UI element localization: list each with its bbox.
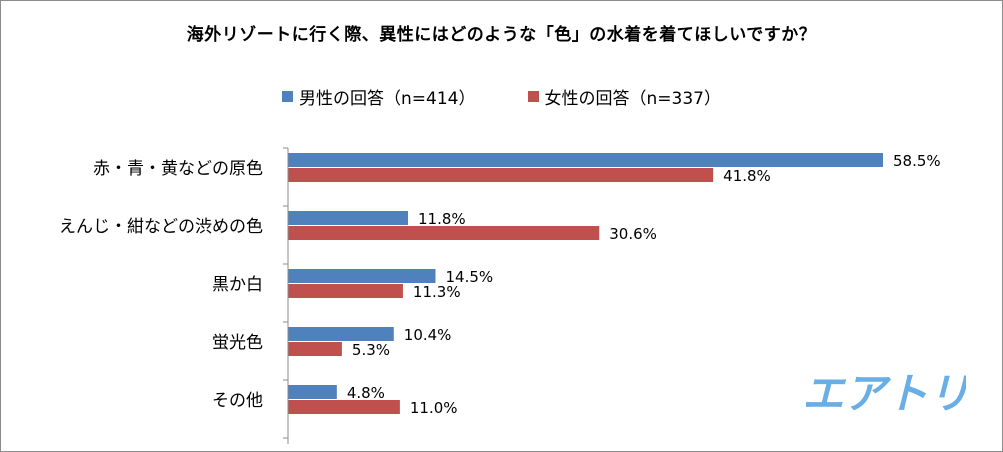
data-label: 58.5% <box>893 152 941 170</box>
bar-male <box>288 153 884 167</box>
bar-male <box>288 385 337 399</box>
data-label: 30.6% <box>609 225 657 243</box>
data-label: 10.4% <box>404 326 452 344</box>
data-label: 41.8% <box>723 167 771 185</box>
airtrip-logo-text: エアトリ <box>806 369 966 418</box>
legend-swatch-female <box>527 91 539 102</box>
category-label: その他 <box>212 391 263 411</box>
bar-male <box>288 269 436 283</box>
legend-label-male: 男性の回答（n=414） <box>299 89 476 109</box>
category-label: 蛍光色 <box>212 333 263 353</box>
legend-swatch-male <box>282 91 294 102</box>
category-label: 黒か白 <box>212 275 263 295</box>
bar-female <box>288 342 342 356</box>
data-label: 4.8% <box>347 384 385 402</box>
bar-male <box>288 211 409 225</box>
legend-item-female: 女性の回答（n=337） <box>527 84 721 109</box>
bar-female <box>288 168 714 182</box>
airtrip-logo: エアトリ <box>806 369 966 418</box>
legend-label-female: 女性の回答（n=337） <box>544 89 721 109</box>
data-label: 14.5% <box>445 268 493 286</box>
category-label: えんじ・紺などの渋めの色 <box>59 217 263 237</box>
bar-female <box>288 400 400 414</box>
chart-legend: 男性の回答（n=414） 女性の回答（n=337） <box>0 84 1003 109</box>
bar-female <box>288 226 600 240</box>
legend-item-male: 男性の回答（n=414） <box>282 84 476 109</box>
bar-female <box>288 284 403 298</box>
category-label: 赤・青・黄などの原色 <box>93 159 263 179</box>
data-label: 11.0% <box>410 399 458 417</box>
bar-male <box>288 327 394 341</box>
data-label: 11.3% <box>413 283 461 301</box>
data-label: 5.3% <box>352 341 390 359</box>
chart-title: 海外リゾートに行く際、異性にはどのような「色」の水着を着てほしいですか？ <box>186 25 817 45</box>
data-label: 11.8% <box>418 210 466 228</box>
